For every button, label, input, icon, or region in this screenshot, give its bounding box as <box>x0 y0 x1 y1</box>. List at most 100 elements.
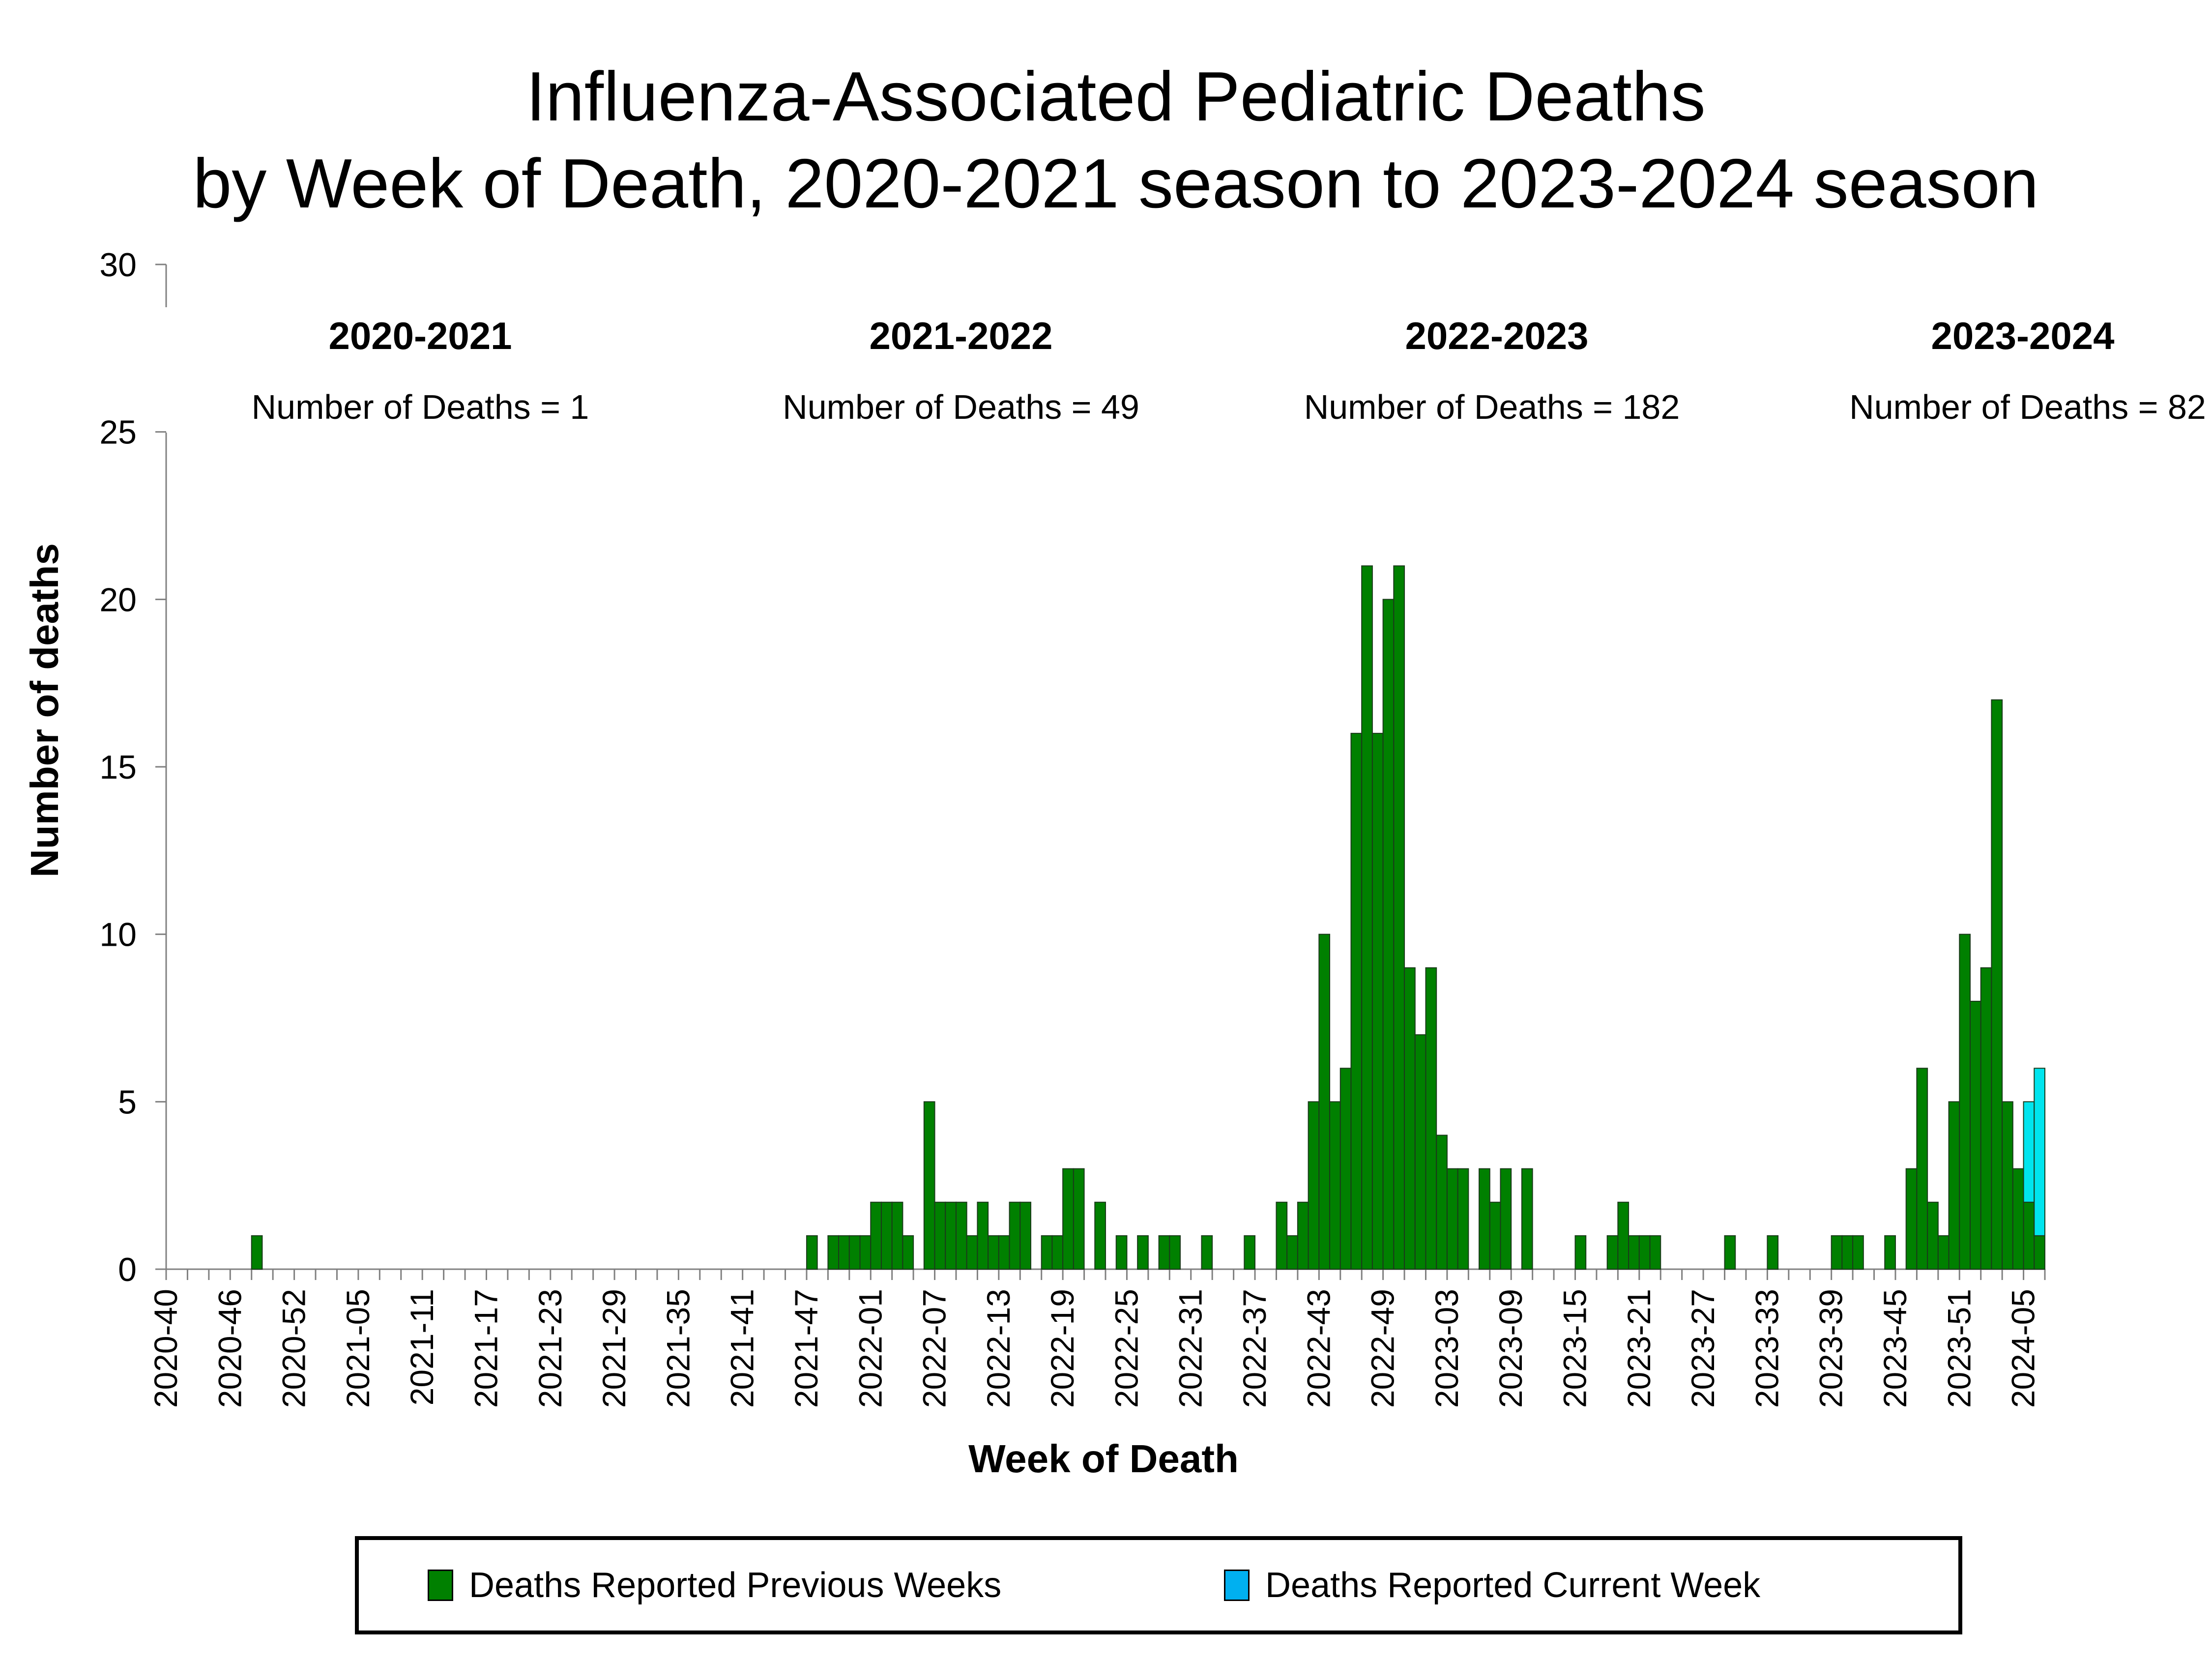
bar-previous-weeks <box>1905 1168 1918 1270</box>
bar-previous-weeks <box>2034 1235 2046 1270</box>
bar-previous-weeks <box>1916 1068 1928 1270</box>
bar-previous-weeks <box>1425 967 1437 1270</box>
bar-previous-weeks <box>1339 1068 1352 1270</box>
x-tick-label: 2023-51 <box>1941 1289 1977 1408</box>
x-tick-label: 2022-37 <box>1236 1289 1273 1408</box>
bar-previous-weeks <box>1927 1201 1939 1270</box>
x-tick-label: 2022-07 <box>916 1289 953 1408</box>
season-summary-1: Number of Deaths = 1 <box>252 388 589 426</box>
bar-previous-weeks <box>880 1201 893 1270</box>
bar-current-week <box>2034 1068 2046 1236</box>
plot-area: 0 5 10 15 20 25 30 2020-40 2020-46 2020-52 2021-05… <box>99 246 2046 1408</box>
x-tick-label: 2020-40 <box>147 1289 184 1408</box>
bar-previous-weeks <box>1521 1168 1533 1270</box>
bar-previous-weeks <box>1404 967 1416 1270</box>
x-tick-label: 2024-05 <box>2005 1289 2041 1408</box>
x-tick-label: 2023-03 <box>1428 1289 1465 1408</box>
bar-previous-weeks <box>1329 1101 1341 1270</box>
x-tick-label: 2022-25 <box>1108 1289 1144 1408</box>
bar-previous-weeks <box>1446 1168 1458 1270</box>
x-tick-label: 2022-19 <box>1044 1289 1080 1408</box>
x-tick-label: 2022-01 <box>852 1289 888 1408</box>
bar-previous-weeks <box>1158 1235 1170 1270</box>
bar-previous-weeks <box>1457 1168 1469 1270</box>
x-tick-label: 2023-27 <box>1685 1289 1721 1408</box>
x-tick-label: 2021-47 <box>788 1289 824 1408</box>
x-tick-label: 2023-33 <box>1748 1289 1785 1408</box>
bar-previous-weeks <box>1617 1201 1630 1270</box>
y-tick-label: 10 <box>99 916 137 954</box>
bar-previous-weeks <box>2012 1168 2024 1270</box>
bar-previous-weeks <box>1884 1235 1896 1270</box>
x-tick-label: 2021-11 <box>404 1289 440 1405</box>
bar-previous-weeks <box>1500 1168 1512 1270</box>
bar-previous-weeks <box>1436 1135 1448 1270</box>
y-tick-label: 20 <box>99 581 137 618</box>
bar-previous-weeks <box>966 1235 978 1270</box>
bar-previous-weeks <box>1638 1235 1651 1270</box>
bar-previous-weeks <box>2002 1101 2013 1270</box>
bar-previous-weeks <box>1479 1168 1490 1270</box>
legend-swatch-previous <box>428 1570 453 1601</box>
bar-current-week <box>2023 1101 2035 1203</box>
bar-previous-weeks <box>838 1235 850 1270</box>
x-tick-label: 2023-45 <box>1877 1289 1913 1408</box>
bar-previous-weeks <box>1382 599 1395 1270</box>
bar-previous-weeks <box>1318 933 1331 1270</box>
x-tick-label: 2023-21 <box>1621 1289 1657 1408</box>
y-tick-label: 25 <box>99 414 137 451</box>
bar-previous-weeks <box>1019 1201 1031 1270</box>
bar-previous-weeks <box>1276 1201 1288 1270</box>
x-tick-label: 2021-17 <box>467 1289 504 1408</box>
x-tick-label: 2022-43 <box>1300 1289 1337 1408</box>
bar-previous-weeks <box>891 1201 903 1270</box>
bar-previous-weeks <box>1991 699 2003 1270</box>
bar-previous-weeks <box>1244 1235 1256 1270</box>
bar-previous-weeks <box>998 1235 1010 1270</box>
bar-previous-weeks <box>1297 1201 1309 1270</box>
bar-previous-weeks <box>1724 1235 1736 1270</box>
x-tick-label: 2021-35 <box>660 1289 696 1408</box>
x-tick-label: 2022-49 <box>1365 1289 1401 1408</box>
bar-previous-weeks <box>1852 1235 1864 1270</box>
legend-item-previous: Deaths Reported Previous Weeks <box>428 1540 1001 1630</box>
chart-title-line-2: by Week of Death, 2020-2021 season to 20… <box>193 145 2038 223</box>
season-summary-3: Number of Deaths = 182 <box>1304 388 1680 426</box>
bar-previous-weeks <box>806 1235 818 1270</box>
bar-previous-weeks <box>1414 1034 1426 1270</box>
bar-previous-weeks <box>1062 1168 1074 1270</box>
bar-previous-weeks <box>923 1101 935 1270</box>
bar-previous-weeks <box>827 1235 840 1270</box>
x-tick-label: 2023-39 <box>1813 1289 1849 1408</box>
bar-previous-weeks <box>977 1201 989 1270</box>
bar-previous-weeks <box>859 1235 872 1270</box>
bar-previous-weeks <box>1393 565 1405 1270</box>
season-name-1: 2020-2021 <box>328 314 512 357</box>
season-name-4: 2023-2024 <box>1931 314 2114 357</box>
y-axis-label: Number of deaths <box>23 543 66 877</box>
bar-previous-weeks <box>1350 732 1363 1270</box>
chart-title-line-1: Influenza-Associated Pediatric Deaths <box>526 58 1706 136</box>
season-name-3: 2022-2023 <box>1405 314 1588 357</box>
bar-previous-weeks <box>251 1235 263 1270</box>
bar-previous-weeks <box>1286 1235 1298 1270</box>
bar-previous-weeks <box>1574 1235 1587 1270</box>
x-tick-label: 2021-29 <box>596 1289 632 1408</box>
x-tick-label: 2022-31 <box>1172 1289 1209 1408</box>
y-tick-label: 5 <box>118 1083 137 1121</box>
legend-label-previous: Deaths Reported Previous Weeks <box>469 1566 1002 1605</box>
bar-previous-weeks <box>1009 1201 1021 1270</box>
bar-previous-weeks <box>1841 1235 1854 1270</box>
bar-previous-weeks <box>1169 1235 1181 1270</box>
bar-previous-weeks <box>1937 1235 1950 1270</box>
x-tick-label: 2023-09 <box>1492 1289 1529 1408</box>
bar-previous-weeks <box>945 1201 957 1270</box>
x-tick-label: 2021-05 <box>340 1289 376 1408</box>
y-tick-label: 30 <box>99 246 137 284</box>
x-tick-label: 2023-15 <box>1557 1289 1593 1408</box>
legend-swatch-current <box>1224 1570 1250 1601</box>
bar-previous-weeks <box>870 1201 882 1270</box>
bar-previous-weeks <box>1980 967 1992 1270</box>
bar-previous-weeks <box>1041 1235 1053 1270</box>
